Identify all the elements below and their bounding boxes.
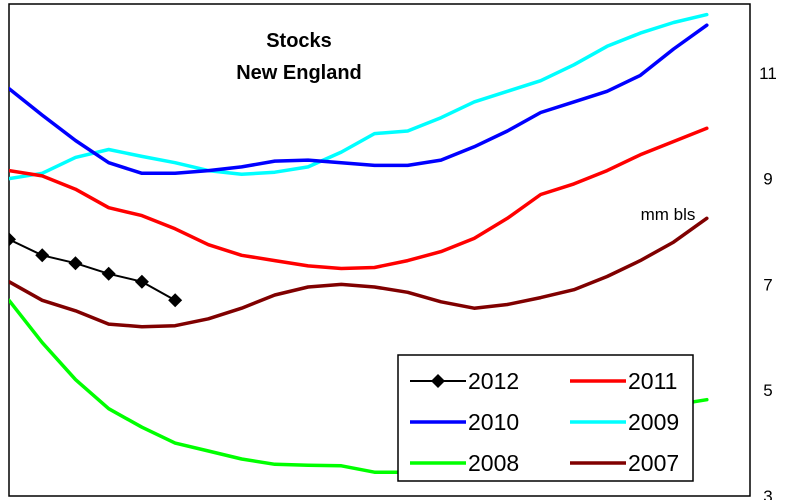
legend-item-2010: 2010 <box>410 409 519 435</box>
series-line-2011 <box>9 126 709 271</box>
legend-label-2008: 2008 <box>468 450 519 476</box>
series-line-2007 <box>9 216 709 329</box>
chart-subtitle: New England <box>236 62 362 84</box>
legend-marker-2012 <box>431 374 445 388</box>
series-2007 <box>9 216 709 329</box>
y-axis-ticks: 3 5 7 9 11 <box>759 64 777 500</box>
legend-label-2010: 2010 <box>468 409 519 435</box>
chart-title: Stocks <box>266 30 332 52</box>
y-axis-unit-label: mm bls <box>641 205 696 224</box>
point-2012-1 <box>9 232 16 247</box>
legend-item-2008: 2008 <box>410 450 519 476</box>
series-2010 <box>9 23 709 176</box>
legend: 2012 2011 2010 2009 2008 2007 <box>397 354 694 482</box>
y-tick-label-11: 11 <box>759 64 777 83</box>
legend-item-2011: 2011 <box>570 368 677 394</box>
legend-box <box>397 354 694 482</box>
legend-label-2011: 2011 <box>628 368 677 394</box>
series-2012 <box>9 232 183 308</box>
legend-item-2012: 2012 <box>410 368 519 394</box>
legend-label-2007: 2007 <box>628 450 679 476</box>
y-tick-label-5: 5 <box>763 381 772 400</box>
point-2012-4 <box>101 266 116 281</box>
series-line-2012 <box>9 238 177 302</box>
point-2012-5 <box>134 274 149 289</box>
point-2012-3 <box>68 256 83 271</box>
point-2012-6 <box>168 293 183 308</box>
legend-label-2012: 2012 <box>468 368 519 394</box>
legend-label-2009: 2009 <box>628 409 679 435</box>
y-tick-label-3: 3 <box>763 487 772 500</box>
series-2011 <box>9 126 709 271</box>
series-line-2010 <box>9 23 709 176</box>
y-tick-label-7: 7 <box>763 275 772 294</box>
y-tick-label-9: 9 <box>763 170 772 189</box>
series-line-2009 <box>9 12 709 181</box>
legend-item-2007: 2007 <box>570 450 679 476</box>
series-2009 <box>9 12 709 181</box>
legend-item-2009: 2009 <box>570 409 679 435</box>
point-2012-2 <box>35 248 50 263</box>
